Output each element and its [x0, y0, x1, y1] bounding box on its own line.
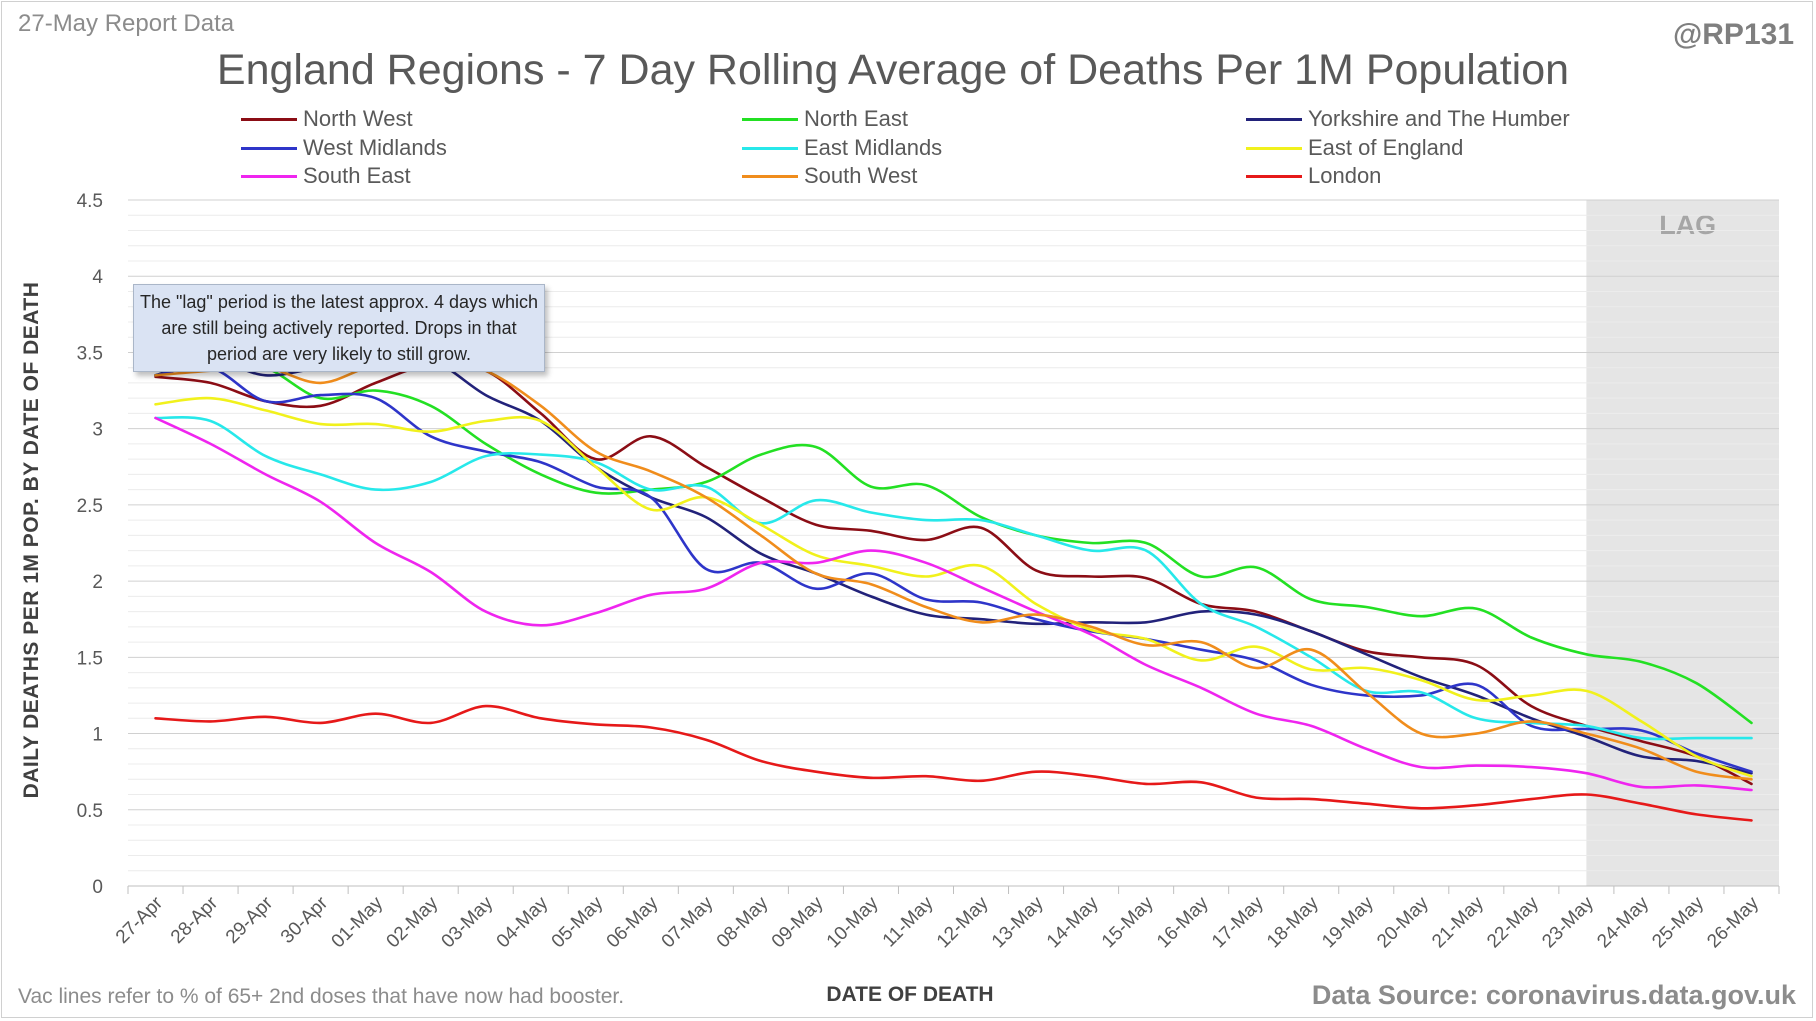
- x-tick-label: 20-May: [1373, 892, 1433, 952]
- x-tick-label: 02-May: [383, 892, 443, 952]
- x-tick-label: 23-May: [1538, 892, 1598, 952]
- x-tick-label: 01-May: [328, 892, 388, 952]
- x-tick-label: 04-May: [493, 892, 553, 952]
- author-handle: @RP131: [1673, 18, 1794, 51]
- y-tick-label: 3.5: [77, 343, 103, 364]
- x-tick-label: 14-May: [1043, 892, 1103, 952]
- x-tick-label: 13-May: [988, 892, 1048, 952]
- y-tick-label: 2: [92, 572, 103, 593]
- x-tick-label: 07-May: [658, 892, 718, 952]
- chart-title: England Regions - 7 Day Rolling Average …: [216, 46, 1570, 94]
- y-tick-label: 1.5: [77, 648, 103, 669]
- x-tick-label: 30-Apr: [277, 892, 333, 948]
- x-tick-label: 12-May: [933, 892, 993, 952]
- x-tick-label: 25-May: [1648, 892, 1708, 952]
- x-tick-label: 06-May: [603, 892, 663, 952]
- x-tick-label: 09-May: [768, 892, 828, 952]
- y-tick-label: 4.5: [77, 191, 103, 212]
- y-tick-label: 0.5: [77, 801, 103, 822]
- y-axis-title: DAILY DEATHS PER 1M POP. BY DATE OF DEAT…: [20, 281, 43, 799]
- series-line-north-east: [154, 358, 1753, 725]
- x-tick-label: 29-Apr: [222, 892, 278, 948]
- x-tick-label: 16-May: [1153, 892, 1213, 952]
- x-tick-label: 22-May: [1483, 892, 1543, 952]
- x-tick-label: 18-May: [1263, 892, 1323, 952]
- x-tick-label: 15-May: [1098, 892, 1158, 952]
- x-tick-label: 27-Apr: [112, 892, 168, 948]
- x-tick-label: 17-May: [1208, 892, 1268, 952]
- x-tick-label: 19-May: [1318, 892, 1378, 952]
- x-tick-label: 11-May: [879, 892, 938, 951]
- series-line-south-east: [154, 416, 1753, 792]
- x-axis-title: DATE OF DEATH: [826, 983, 994, 1006]
- x-tick-label: 05-May: [548, 892, 608, 952]
- series-line-london: [154, 704, 1753, 822]
- y-tick-label: 2.5: [77, 496, 103, 517]
- x-tick-label: 28-Apr: [167, 892, 223, 948]
- x-tick-label: 08-May: [713, 892, 773, 952]
- x-tick-label: 03-May: [438, 892, 498, 952]
- y-tick-label: 1: [92, 725, 103, 746]
- y-tick-label: 0: [92, 877, 103, 898]
- x-tick-label: 26-May: [1703, 892, 1763, 952]
- series-line-east-of-england: [154, 396, 1753, 778]
- lag-label: LAG: [1659, 210, 1716, 240]
- footer-note: Vac lines refer to % of 65+ 2nd doses th…: [18, 985, 625, 1008]
- x-tick-label: 10-May: [823, 892, 883, 952]
- x-tick-label: 21-May: [1428, 892, 1488, 952]
- data-source: Data Source: coronavirus.data.gov.uk: [1311, 980, 1796, 1010]
- series-line-east-midlands: [154, 416, 1753, 741]
- x-tick-label: 24-May: [1593, 892, 1653, 952]
- lag-callout: The "lag" period is the latest approx. 4…: [133, 284, 545, 372]
- report-date: 27-May Report Data: [18, 10, 235, 37]
- y-tick-label: 3: [92, 420, 103, 441]
- y-tick-label: 4: [92, 267, 103, 288]
